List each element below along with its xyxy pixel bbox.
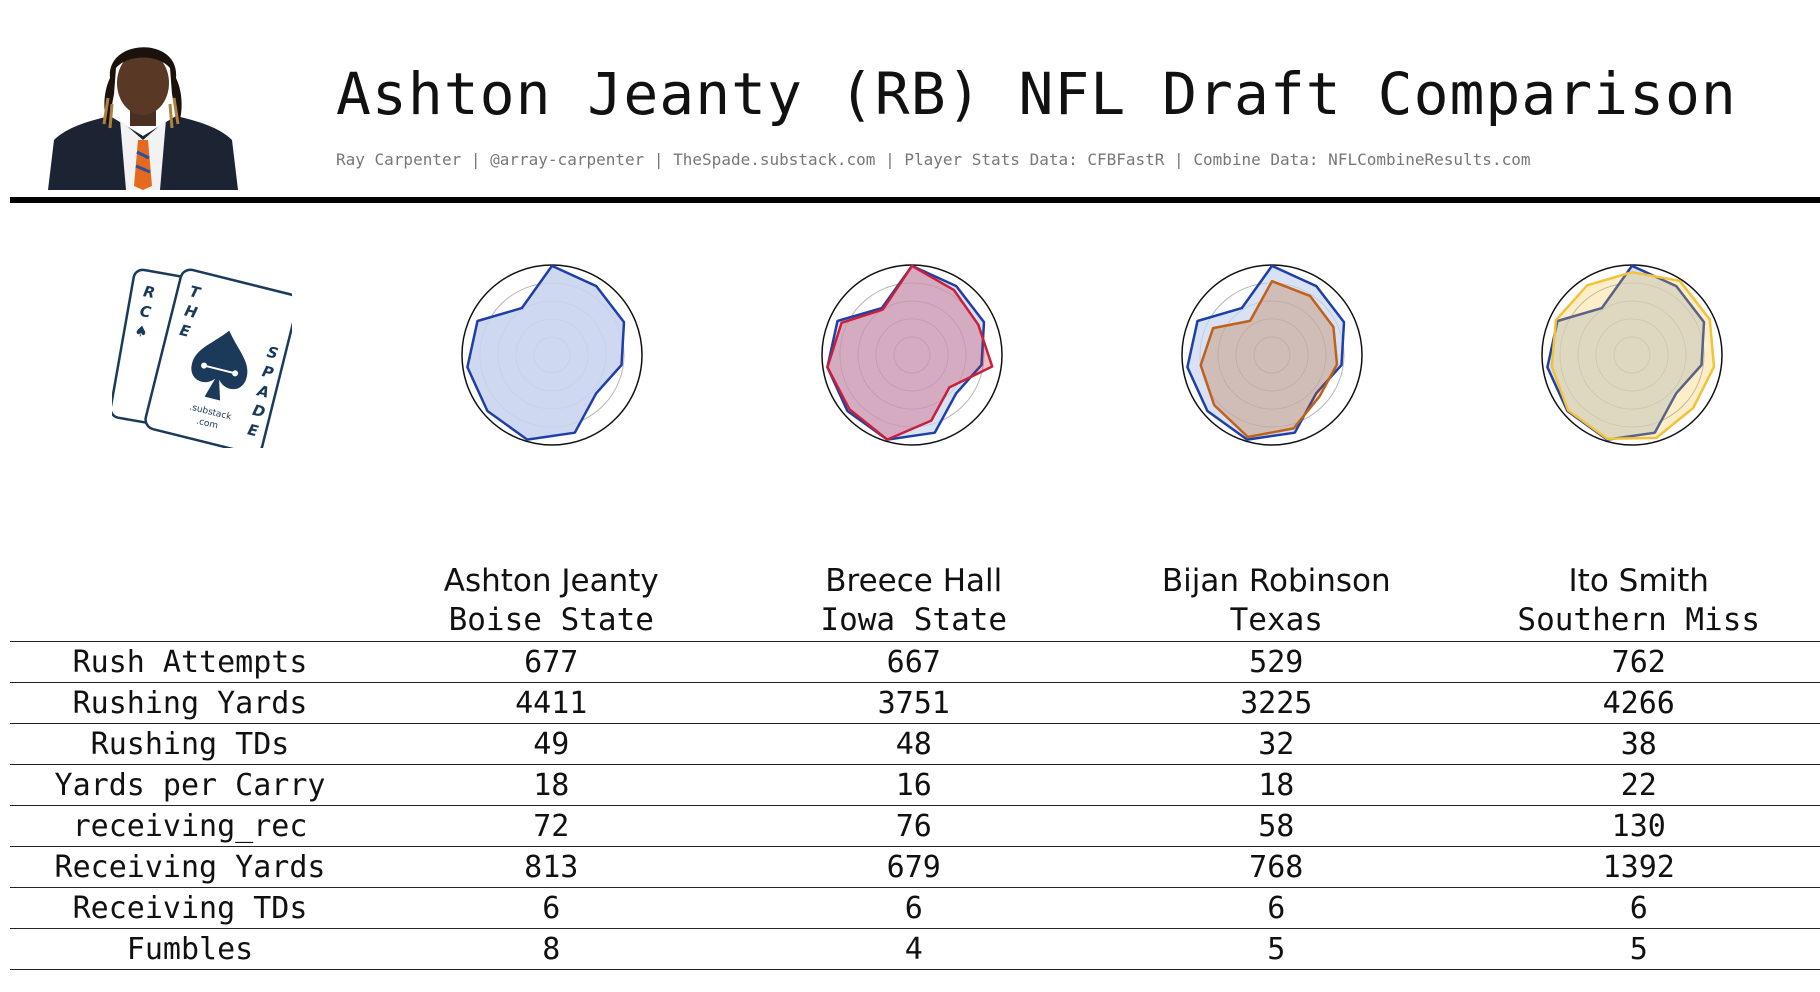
stat-value: 667	[732, 641, 1095, 683]
player-school: Iowa State	[820, 602, 1008, 638]
stat-value: 6	[1095, 887, 1458, 929]
radar-series-robinson	[1199, 279, 1339, 439]
player-school: Boise State	[448, 602, 654, 638]
stat-value: 38	[1457, 723, 1820, 765]
stat-value: 1392	[1457, 846, 1820, 888]
radar-series-jeanty	[1186, 264, 1346, 441]
radar-chart-jeanty	[461, 264, 643, 446]
player-name: Bijan Robinson	[1161, 563, 1391, 599]
spade-icon	[191, 330, 248, 401]
stat-label: Yards per Carry	[10, 764, 370, 806]
stat-value: 3751	[732, 682, 1095, 724]
player-name-row: Ashton Jeanty Breece Hall Bijan Robinson…	[10, 557, 1820, 599]
radar-chart-hall	[821, 264, 1003, 446]
stat-value: 58	[1095, 805, 1458, 847]
logo-letter: C	[138, 302, 152, 322]
stat-label: Rushing Yards	[10, 682, 370, 724]
stat-value: 32	[1095, 723, 1458, 765]
radar-chart-smith	[1541, 264, 1723, 446]
stat-value: 3225	[1095, 682, 1458, 724]
stat-value: 16	[732, 764, 1095, 806]
the-spade-logo: R C ♠ T H E S P A D E .substack .com	[112, 268, 292, 448]
stat-label: Receiving Yards	[10, 846, 370, 888]
table-row: Receiving Yards 813 679 768 1392	[10, 846, 1820, 888]
table-row: Rushing TDs 49 48 32 38	[10, 723, 1820, 765]
player-name: Breece Hall	[825, 563, 1003, 599]
table-row: Receiving TDs 6 6 6 6	[10, 887, 1820, 929]
stat-value: 4	[732, 928, 1095, 970]
player-name: Ito Smith	[1568, 563, 1709, 599]
table-row: receiving_rec 72 76 58 130	[10, 805, 1820, 847]
header-divider	[10, 197, 1820, 203]
stat-value: 5	[1457, 928, 1820, 970]
logo-letter: A	[255, 381, 272, 402]
stat-label: Fumbles	[10, 928, 370, 970]
stat-value: 529	[1095, 641, 1458, 683]
logo-letter: P	[260, 362, 275, 382]
table-row: Fumbles 8 4 5 5	[10, 928, 1820, 970]
stat-value: 18	[370, 764, 733, 806]
logo-letter: H	[183, 302, 200, 323]
stat-value: 8	[370, 928, 733, 970]
logo-letter: S	[265, 343, 280, 363]
table-row: Rush Attempts 677 667 529 762	[10, 641, 1820, 683]
stat-value: 813	[370, 846, 733, 888]
stat-label: Rushing TDs	[10, 723, 370, 765]
player-name: Ashton Jeanty	[443, 563, 659, 599]
stat-value: 679	[732, 846, 1095, 888]
stat-value: 6	[1457, 887, 1820, 929]
logo-letter: R	[142, 282, 157, 302]
radar-chart-robinson	[1181, 264, 1363, 446]
stat-label: Rush Attempts	[10, 641, 370, 683]
player-headshot	[48, 47, 238, 190]
stat-value: 22	[1457, 764, 1820, 806]
stat-value: 72	[370, 805, 733, 847]
radar-series-hall	[826, 264, 994, 441]
player-school: Texas	[1229, 602, 1323, 638]
player-school-row: Boise State Iowa State Texas Southern Mi…	[10, 599, 1820, 642]
front-card: T H E S P A D E .substack .com	[144, 268, 292, 448]
stat-value: 762	[1457, 641, 1820, 683]
radar-series-jeanty	[1546, 264, 1706, 441]
spade-small-icon: ♠	[133, 321, 149, 341]
stat-value: 18	[1095, 764, 1458, 806]
stat-value: 48	[732, 723, 1095, 765]
radar-series-smith	[1550, 270, 1716, 441]
logo-letter: D	[251, 401, 267, 421]
stat-value: 6	[732, 887, 1095, 929]
stat-label: receiving_rec	[10, 805, 370, 847]
table-row: Yards per Carry 18 16 18 22	[10, 764, 1820, 806]
stat-value: 4266	[1457, 682, 1820, 724]
credits-line: Ray Carpenter | @array-carpenter | TheSp…	[336, 150, 1531, 169]
stat-value: 5	[1095, 928, 1458, 970]
radar-series-jeanty	[466, 264, 626, 441]
stat-value: 6	[370, 887, 733, 929]
stat-label: Receiving TDs	[10, 887, 370, 929]
stat-value: 4411	[370, 682, 733, 724]
headshot-face	[117, 51, 169, 115]
stat-value: 677	[370, 641, 733, 683]
stat-value: 130	[1457, 805, 1820, 847]
stat-value: 768	[1095, 846, 1458, 888]
table-row: Rushing Yards 4411 3751 3225 4266	[10, 682, 1820, 724]
stat-value: 49	[370, 723, 733, 765]
stats-table: Ashton Jeanty Breece Hall Bijan Robinson…	[10, 557, 1820, 970]
player-school: Southern Miss	[1517, 602, 1761, 638]
stat-value: 76	[732, 805, 1095, 847]
page-title: Ashton Jeanty (RB) NFL Draft Comparison	[336, 60, 1737, 128]
